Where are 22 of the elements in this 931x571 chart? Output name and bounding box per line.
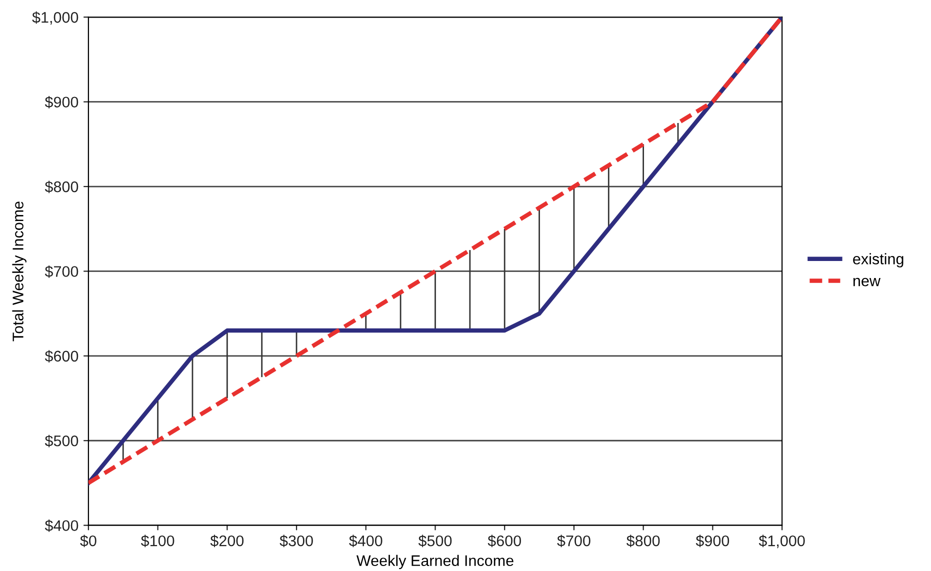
y-tick-label: $500 <box>44 434 78 448</box>
x-tick-label: $1,000 <box>758 534 805 548</box>
y-tick-label: $400 <box>44 520 78 532</box>
y-tick-label: $1,000 <box>32 11 78 25</box>
x-tick-label: $0 <box>80 534 96 548</box>
x-tick-label: $100 <box>140 534 174 548</box>
legend-label: existing <box>853 253 904 268</box>
y-tick-label: $800 <box>44 180 78 194</box>
y-tick-label: $900 <box>44 96 78 108</box>
x-tick-label: $600 <box>488 534 521 548</box>
x-tick-label: $700 <box>557 534 590 548</box>
y-tick-label: $600 <box>44 350 78 363</box>
x-tick-label: $900 <box>696 534 730 548</box>
y-axis-title: Total Weekly Income <box>12 202 26 342</box>
x-tick-label: $800 <box>626 534 660 548</box>
x-tick-label: $500 <box>418 534 452 548</box>
x-tick-label: $200 <box>210 534 244 548</box>
y-tick-label: $700 <box>44 265 78 278</box>
legend-label: new <box>853 278 881 286</box>
x-tick-label: $400 <box>349 534 382 548</box>
x-axis-title: Weekly Earned Income <box>356 554 514 570</box>
x-tick-label: $300 <box>280 534 313 548</box>
